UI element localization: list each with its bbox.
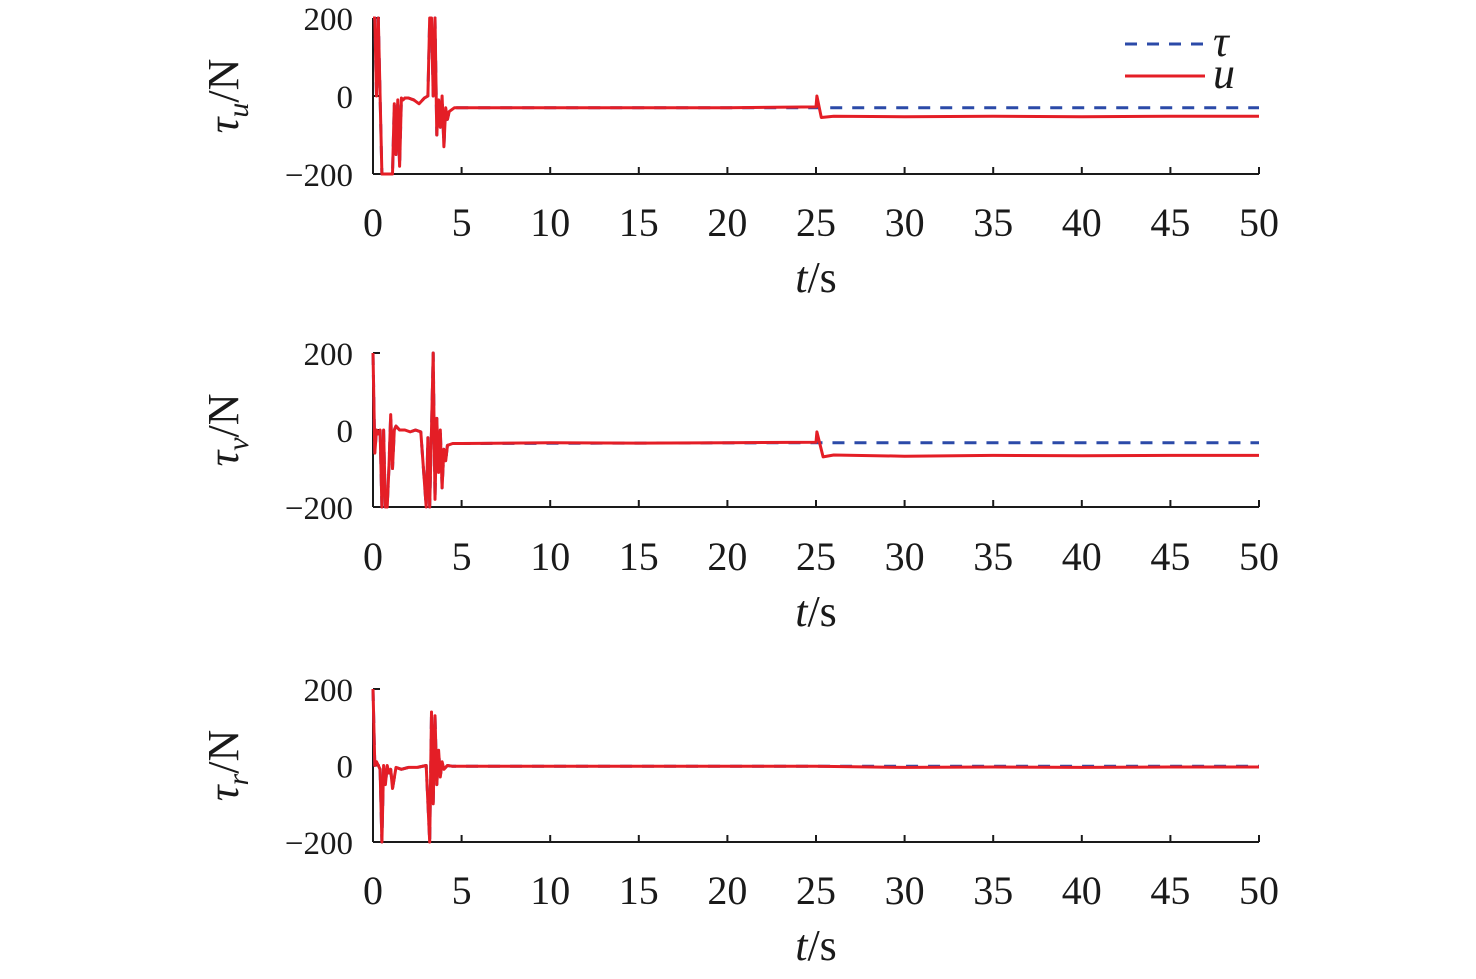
series-line-u xyxy=(371,351,1259,509)
x-tick-label: 50 xyxy=(1239,200,1279,245)
y-axis-label-unit: /N xyxy=(199,393,248,437)
x-axis-label-var: t xyxy=(795,921,809,970)
x-axis-label-unit: /s xyxy=(807,587,836,636)
y-axis-label-subscript: v xyxy=(222,437,255,451)
x-tick-label: 50 xyxy=(1239,534,1279,579)
y-axis-label: τv/N xyxy=(199,393,255,466)
y-tick-label: −200 xyxy=(285,826,353,862)
y-tick-label: 0 xyxy=(337,80,354,116)
x-tick-label: 45 xyxy=(1150,868,1190,913)
x-tick-label: 25 xyxy=(796,534,836,579)
y-tick-label: 200 xyxy=(304,2,354,38)
x-tick-label: 30 xyxy=(885,868,925,913)
y-axis-label: τu/N xyxy=(199,59,255,134)
chart-panel-tau_r: 0 5 10 15 20 25 30 35 40 45 50 200 0 −200 t/s τr/N xyxy=(199,673,1279,970)
x-axis-label: t/s xyxy=(795,253,837,302)
y-tick-label: −200 xyxy=(285,491,353,527)
x-tick-label: 20 xyxy=(707,534,747,579)
x-tick-label: 10 xyxy=(530,534,570,579)
x-tick-label: 35 xyxy=(973,534,1013,579)
y-tick-label: 200 xyxy=(304,673,354,709)
y-axis-label-subscript: u xyxy=(222,103,255,118)
legend-label: u xyxy=(1213,49,1235,98)
x-tick-label: 0 xyxy=(363,200,383,245)
x-tick-label: 5 xyxy=(452,534,472,579)
x-tick-label: 40 xyxy=(1062,534,1102,579)
x-tick-label: 30 xyxy=(885,200,925,245)
x-tick-label: 0 xyxy=(363,868,383,913)
series-line-tau xyxy=(371,351,1259,509)
y-axis-label-unit: /N xyxy=(199,730,248,774)
x-tick-label: 35 xyxy=(973,200,1013,245)
x-tick-label: 15 xyxy=(619,200,659,245)
x-tick-label: 20 xyxy=(707,200,747,245)
x-tick-label: 5 xyxy=(452,200,472,245)
series-line-u xyxy=(371,688,1259,844)
x-tick-label: 5 xyxy=(452,868,472,913)
y-tick-label: −200 xyxy=(285,158,353,194)
x-tick-label: 15 xyxy=(619,868,659,913)
chart-panel-tau_v: 0 5 10 15 20 25 30 35 40 45 50 200 0 −200 t/s τv/N xyxy=(199,337,1279,636)
y-tick-label: 200 xyxy=(304,337,354,373)
x-tick-label: 25 xyxy=(796,200,836,245)
x-tick-label: 10 xyxy=(530,200,570,245)
x-axis-label-unit: /s xyxy=(807,253,836,302)
x-tick-label: 15 xyxy=(619,534,659,579)
x-tick-label: 40 xyxy=(1062,200,1102,245)
x-axis-label-var: t xyxy=(795,587,809,636)
legend-label: τ xyxy=(1213,17,1231,66)
x-tick-label: 45 xyxy=(1150,534,1190,579)
y-axis-label-unit: /N xyxy=(199,59,248,103)
x-axis-label: t/s xyxy=(795,587,837,636)
y-axis-label-symbol: τ xyxy=(199,449,248,467)
x-tick-label: 20 xyxy=(707,868,747,913)
x-tick-label: 10 xyxy=(530,868,570,913)
x-tick-label: 40 xyxy=(1062,868,1102,913)
y-tick-label: 0 xyxy=(337,750,354,786)
y-axis-label: τr/N xyxy=(199,730,255,801)
y-axis-label-subscript: r xyxy=(222,773,255,785)
x-axis-label-var: t xyxy=(795,253,809,302)
x-tick-label: 25 xyxy=(796,868,836,913)
x-tick-label: 30 xyxy=(885,534,925,579)
x-tick-label: 50 xyxy=(1239,868,1279,913)
x-axis-label-unit: /s xyxy=(807,921,836,970)
y-tick-label: 0 xyxy=(337,414,354,450)
x-tick-label: 35 xyxy=(973,868,1013,913)
x-tick-label: 0 xyxy=(363,534,383,579)
series-line-u xyxy=(373,16,1259,176)
y-axis-label-symbol: τ xyxy=(199,783,248,801)
legend: τu xyxy=(1125,17,1235,98)
y-axis-label-symbol: τ xyxy=(199,115,248,133)
x-axis-label: t/s xyxy=(795,921,837,970)
x-tick-label: 45 xyxy=(1150,200,1190,245)
